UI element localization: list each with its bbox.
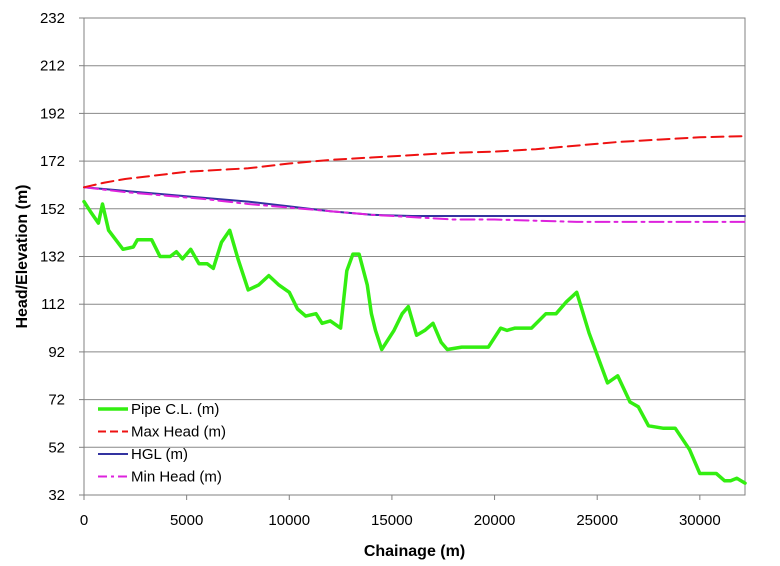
y-tick-label: 72 — [48, 392, 65, 409]
x-tick-label: 10000 — [268, 512, 310, 529]
x-tick-label: 25000 — [576, 512, 618, 529]
legend-label-2: HGL (m) — [131, 446, 188, 463]
legend: Pipe C.L. (m) Max Head (m) HGL (m) Min Head… — [98, 401, 226, 486]
legend-label-1: Max Head (m) — [131, 424, 226, 441]
series-line-0 — [82, 199, 747, 485]
x-axis-title: Chainage (m) — [364, 543, 465, 560]
x-tick-label: 5000 — [170, 512, 203, 529]
legend-label-3: Min Head (m) — [131, 469, 222, 486]
legend-label-0: Pipe C.L. (m) — [131, 401, 219, 418]
y-tick-label: 52 — [48, 439, 65, 456]
y-tick-label: 32 — [48, 487, 65, 504]
y-tick-label: 152 — [40, 201, 65, 218]
x-axis-ticks: 0 5000 10000 15000 20000 25000 30000 — [80, 495, 721, 529]
y-tick-label: 232 — [40, 10, 65, 27]
x-tick-label: 0 — [80, 512, 88, 529]
y-axis-ticks: 32 52 72 92 112 132 152 172 192 212 232 — [40, 10, 84, 504]
series-line-1 — [83, 135, 746, 189]
y-tick-label: 92 — [48, 344, 65, 361]
series-line-2 — [83, 186, 746, 217]
series-line-3 — [83, 186, 746, 223]
y-axis-title: Head/Elevation (m) — [14, 184, 31, 328]
x-tick-label: 30000 — [679, 512, 721, 529]
x-tick-label: 20000 — [474, 512, 516, 529]
y-tick-label: 112 — [41, 296, 65, 313]
y-tick-label: 212 — [40, 58, 65, 75]
x-tick-label: 15000 — [371, 512, 413, 529]
y-tick-label: 192 — [40, 105, 65, 122]
y-tick-label: 132 — [40, 249, 65, 266]
y-tick-label: 172 — [40, 153, 65, 170]
series-lines — [82, 135, 747, 485]
